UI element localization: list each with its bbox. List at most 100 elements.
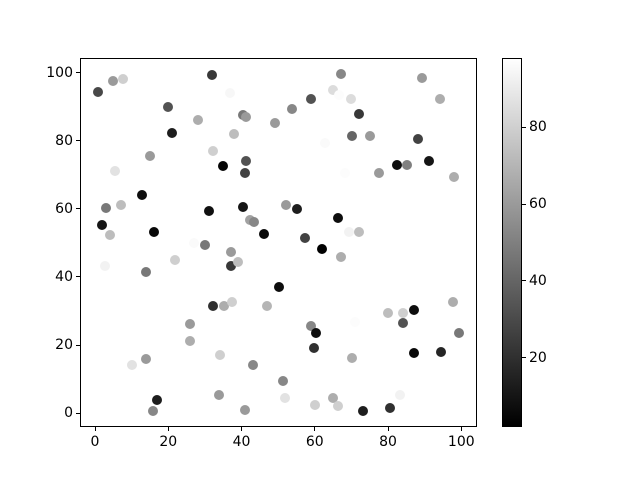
scatter-point <box>170 254 181 265</box>
scatter-point <box>394 390 405 401</box>
colorbar-tick-label: 80 <box>529 119 547 136</box>
scatter-point <box>287 104 298 115</box>
scatter-point <box>391 159 402 170</box>
colorbar-tick-mark <box>522 126 526 128</box>
scatter-point <box>126 359 137 370</box>
colorbar-tick-label: 40 <box>529 272 547 289</box>
scatter-point <box>328 392 339 403</box>
scatter-point <box>240 155 251 166</box>
x-tick-mark <box>241 427 242 431</box>
scatter-point <box>346 131 357 142</box>
y-tick-label: 0 <box>64 405 73 421</box>
scatter-point <box>401 159 412 170</box>
scatter-point <box>417 72 428 83</box>
scatter-point <box>240 168 251 179</box>
scatter-point <box>101 203 111 214</box>
scatter-point <box>217 161 228 172</box>
scatter-point <box>453 327 464 338</box>
scatter-point <box>305 320 316 331</box>
scatter-point <box>247 359 258 370</box>
colorbar-gradient <box>502 58 522 427</box>
scatter-point <box>343 226 354 237</box>
scatter-point <box>448 172 459 183</box>
scatter-point <box>206 70 217 81</box>
scatter-point <box>105 229 115 240</box>
scatter-point <box>424 155 435 166</box>
scatter-point <box>149 226 159 237</box>
scatter-point <box>280 392 291 403</box>
y-tick-mark <box>76 208 80 210</box>
scatter-point <box>225 247 236 257</box>
scatter-point <box>258 229 269 239</box>
x-tick-mark <box>314 427 316 431</box>
scatter-point <box>167 127 178 138</box>
scatter-point <box>409 347 420 358</box>
scatter-point <box>353 226 364 237</box>
scatter-point <box>357 406 368 417</box>
scatter-point <box>140 267 151 278</box>
scatter-point <box>365 131 376 142</box>
scatter-point <box>332 213 343 223</box>
scatter-point <box>140 353 151 364</box>
scatter-point <box>409 305 420 316</box>
scatter-point <box>383 307 394 318</box>
scatter-point <box>207 300 218 311</box>
scatter-point <box>281 199 292 210</box>
scatter-point <box>354 108 365 119</box>
scatter-point <box>204 206 215 217</box>
scatter-point <box>229 128 240 139</box>
scatter-point <box>115 199 126 210</box>
scatter-point <box>148 406 159 417</box>
scatter-point <box>225 87 236 98</box>
scatter-point <box>107 76 118 87</box>
y-tick-mark <box>76 140 80 142</box>
scatter-point <box>335 251 346 262</box>
y-tick-mark <box>76 344 80 346</box>
scatter-point <box>226 297 237 308</box>
scatter-point <box>192 114 203 125</box>
x-tick-label: 60 <box>305 434 324 450</box>
x-tick-label: 20 <box>159 434 178 450</box>
scatter-point <box>233 256 244 267</box>
scatter-point <box>310 328 321 339</box>
scatter-point <box>334 90 345 101</box>
scatter-point <box>99 261 110 272</box>
scatter-point <box>435 347 446 358</box>
x-tick-mark <box>460 427 462 431</box>
scatter-point <box>152 395 163 406</box>
y-tick-label: 100 <box>46 64 73 81</box>
scatter-point <box>346 352 357 363</box>
y-tick-mark <box>76 412 80 414</box>
scatter-point <box>184 336 195 347</box>
colorbar-tick-mark <box>522 357 526 359</box>
scatter-point <box>328 84 339 95</box>
x-tick-label: 100 <box>447 434 475 450</box>
scatter-point <box>188 237 199 248</box>
y-tick-mark <box>76 276 80 278</box>
scatter-point <box>185 318 196 329</box>
scatter-point <box>349 316 360 327</box>
scatter-point <box>336 69 347 80</box>
y-tick-label: 20 <box>55 337 73 353</box>
x-tick-mark <box>94 427 96 431</box>
x-tick-label: 0 <box>90 434 100 450</box>
scatter-point <box>249 217 259 228</box>
scatter-point <box>345 94 356 105</box>
scatter-point <box>320 138 330 149</box>
scatter-point <box>273 282 284 293</box>
scatter-point <box>269 118 280 129</box>
scatter-point <box>110 166 121 177</box>
colorbar-tick-mark <box>522 280 526 282</box>
colorbar-tick-label: 20 <box>529 349 547 366</box>
scatter-point <box>218 301 229 312</box>
colorbar-tick-label: 60 <box>529 196 547 213</box>
scatter-point <box>215 349 226 360</box>
scatter-point <box>207 145 218 156</box>
scatter-point <box>162 102 173 112</box>
scatter-point <box>291 203 302 214</box>
scatter-point <box>332 400 343 411</box>
scatter-point <box>117 73 128 84</box>
scatter-point <box>214 389 225 400</box>
y-tick-mark <box>76 72 80 74</box>
